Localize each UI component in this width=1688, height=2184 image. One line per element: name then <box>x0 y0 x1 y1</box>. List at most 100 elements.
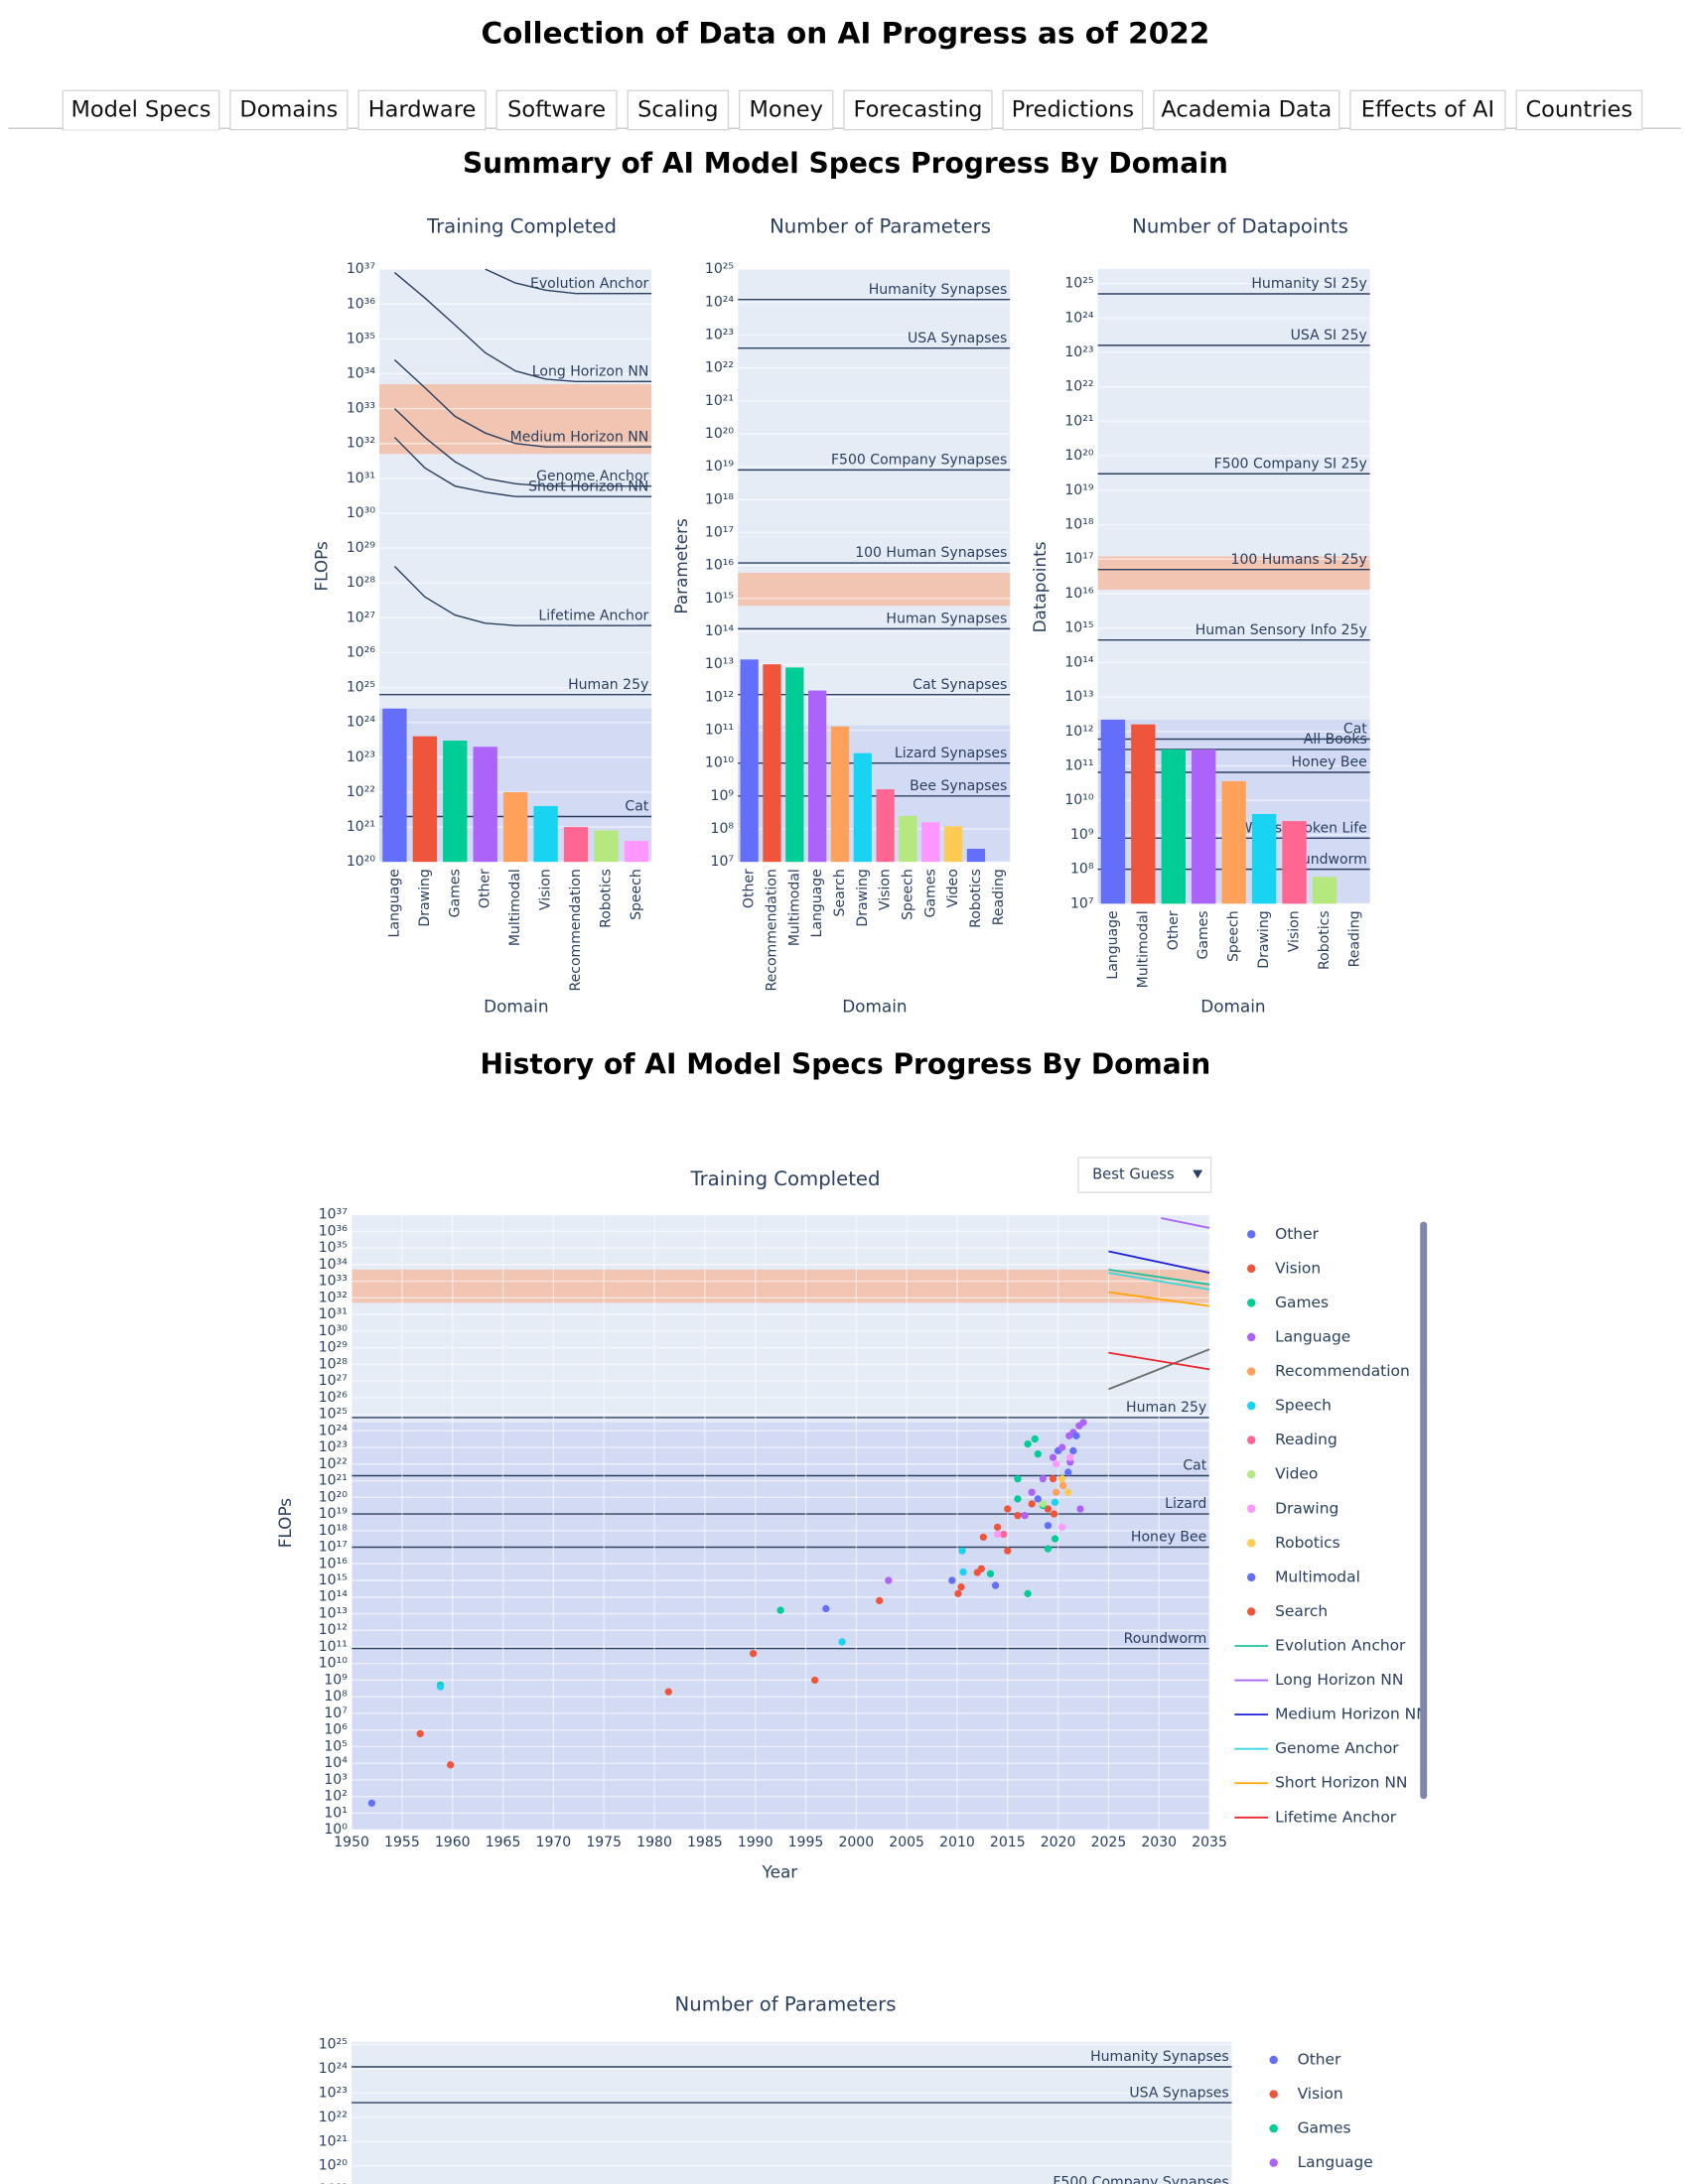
reference-label: F500 Company Synapses <box>1053 2175 1228 2184</box>
legend-label[interactable]: Language <box>1275 1327 1350 1345</box>
legend-marker[interactable] <box>1269 2123 1278 2133</box>
legend-label[interactable]: Other <box>1275 1225 1319 1243</box>
y-tick-label: 10¹⁰ <box>705 755 734 771</box>
tab-label[interactable]: Forecasting <box>854 96 983 122</box>
tab[interactable] <box>738 89 834 131</box>
point <box>749 1649 758 1658</box>
reference-label: F500 Company SI 25y <box>1214 456 1367 472</box>
y-tick-label: 10¹⁰ <box>1064 792 1093 808</box>
legend-marker[interactable] <box>1247 1572 1256 1582</box>
y-tick-label: 10⁶ <box>324 1722 348 1738</box>
legend-marker[interactable] <box>1247 1298 1256 1307</box>
y-tick-label: 10¹⁹ <box>319 2182 348 2184</box>
bar <box>473 747 497 863</box>
tab[interactable] <box>627 89 730 131</box>
tab-label[interactable]: Software <box>507 96 606 122</box>
tab[interactable] <box>357 89 487 131</box>
legend-marker[interactable] <box>1247 1367 1256 1376</box>
tab[interactable] <box>1002 89 1144 131</box>
y-tick-label: 10⁴ <box>324 1755 348 1771</box>
bar <box>533 805 558 863</box>
point <box>1034 1450 1042 1458</box>
section-title: History of AI Model Specs Progress By Do… <box>481 1047 1211 1080</box>
x-tick-label: Other <box>478 869 493 908</box>
bar <box>763 664 781 863</box>
tab-label[interactable]: Effects of AI <box>1361 96 1494 122</box>
point <box>1050 1510 1058 1518</box>
legend-label[interactable]: Vision <box>1275 1259 1321 1277</box>
dropdown-arrow[interactable] <box>1193 1169 1203 1179</box>
legend-label[interactable]: Vision <box>1298 2085 1343 2103</box>
legend-label[interactable]: Search <box>1275 1602 1328 1620</box>
tab[interactable] <box>1515 89 1643 131</box>
dropdown[interactable] <box>1077 1157 1212 1193</box>
x-tick-label: 1965 <box>486 1835 521 1850</box>
legend-marker[interactable] <box>1247 1230 1256 1239</box>
legend-label[interactable]: Other <box>1298 2050 1341 2068</box>
tab[interactable] <box>1153 89 1340 131</box>
chart-title: Number of Parameters <box>770 214 991 237</box>
legend-marker[interactable] <box>1269 2090 1278 2099</box>
legend-label[interactable]: Robotics <box>1275 1534 1340 1552</box>
tab[interactable] <box>495 89 618 131</box>
y-tick-label: 10³³ <box>319 1274 348 1290</box>
legend-marker[interactable] <box>1247 1264 1256 1274</box>
legend-marker[interactable] <box>1247 1401 1256 1411</box>
legend-marker[interactable] <box>1247 1332 1256 1342</box>
y-tick-label: 10²⁵ <box>319 2036 348 2052</box>
bar <box>740 659 759 863</box>
legend-marker[interactable] <box>1247 1469 1256 1479</box>
legend-label[interactable]: Evolution Anchor <box>1275 1637 1406 1655</box>
legend-marker[interactable] <box>1247 1539 1256 1548</box>
legend-scrollbar[interactable] <box>1420 1221 1428 1800</box>
reference-label: USA Synapses <box>908 331 1007 346</box>
legend-label[interactable]: Long Horizon NN <box>1275 1671 1403 1689</box>
legend-label[interactable]: Speech <box>1275 1397 1332 1415</box>
legend-label[interactable]: Medium Horizon NN <box>1275 1706 1428 1723</box>
legend-label[interactable]: Lifetime Anchor <box>1275 1808 1397 1826</box>
tab-label[interactable]: Predictions <box>1012 96 1134 122</box>
tab-label[interactable]: Scaling <box>637 96 718 122</box>
legend-label[interactable]: Genome Anchor <box>1275 1739 1399 1757</box>
x-tick-label: Robotics <box>598 869 614 928</box>
reference-label: 100 Human Synapses <box>855 545 1007 561</box>
y-tick-label: 10²² <box>319 1456 348 1472</box>
legend-marker[interactable] <box>1269 2055 1278 2065</box>
legend-marker[interactable] <box>1247 1435 1256 1444</box>
legend-label[interactable]: Multimodal <box>1275 1568 1360 1585</box>
legend-label[interactable]: Video <box>1275 1465 1318 1483</box>
tab-label[interactable]: Countries <box>1525 96 1632 122</box>
legend-label[interactable]: Recommendation <box>1275 1362 1410 1380</box>
legend-label[interactable]: Games <box>1298 2119 1351 2137</box>
legend-label[interactable]: Games <box>1275 1294 1329 1311</box>
tab-label[interactable]: Model Specs <box>70 96 211 122</box>
y-tick-label: 10²⁴ <box>705 294 734 310</box>
bar <box>382 708 407 863</box>
y-tick-label: 10⁸ <box>1070 862 1094 878</box>
tab[interactable] <box>229 89 349 131</box>
y-tick-label: 10²⁵ <box>1064 276 1093 292</box>
x-tick-label: 2030 <box>1141 1835 1177 1850</box>
point <box>1004 1547 1012 1555</box>
legend-label[interactable]: Short Horizon NN <box>1275 1774 1407 1792</box>
anchor-curve <box>393 565 636 626</box>
point <box>957 1583 965 1591</box>
tab-label[interactable]: Money <box>749 96 823 122</box>
tab[interactable] <box>843 89 993 131</box>
bar <box>1131 724 1156 904</box>
tab-label[interactable]: Hardware <box>368 96 476 122</box>
legend-label[interactable]: Language <box>1298 2153 1373 2171</box>
y-tick-label: 10³¹ <box>319 1306 348 1322</box>
legend-label[interactable]: Reading <box>1275 1431 1337 1448</box>
y-axis-label: Parameters <box>671 518 691 614</box>
tab-label[interactable]: Domains <box>239 96 338 122</box>
legend-label[interactable]: Drawing <box>1275 1499 1338 1517</box>
x-tick-label: Video <box>945 869 961 907</box>
legend-marker[interactable] <box>1247 1504 1256 1513</box>
legend-marker[interactable] <box>1269 2158 1278 2167</box>
tab-label[interactable]: Academia Data <box>1161 96 1332 122</box>
dropdown-label[interactable]: Best Guess <box>1092 1166 1175 1183</box>
point <box>1079 1419 1087 1427</box>
tab[interactable] <box>1349 89 1506 131</box>
legend-marker[interactable] <box>1247 1607 1256 1616</box>
